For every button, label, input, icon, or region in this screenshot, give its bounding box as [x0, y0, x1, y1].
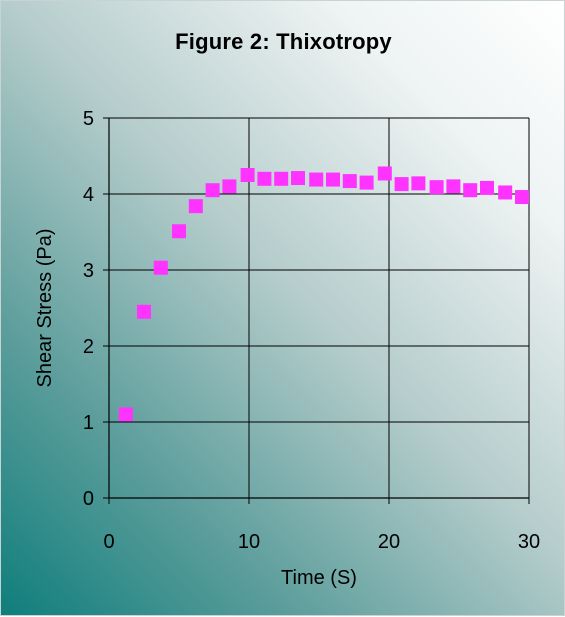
y-tick-label: 2 — [83, 336, 94, 358]
x-axis-label: Time (S) — [281, 567, 357, 589]
x-tick-label: 10 — [238, 531, 260, 553]
data-point — [240, 168, 255, 182]
data-point — [153, 260, 168, 275]
y-tick-label: 3 — [83, 260, 94, 282]
y-axis-label: Shear Stress (Pa) — [34, 229, 56, 388]
data-point — [498, 185, 513, 200]
data-point — [118, 407, 133, 422]
x-tick-label: 20 — [378, 531, 400, 553]
data-point — [222, 179, 237, 194]
data-point — [274, 171, 289, 186]
data-point — [205, 183, 220, 198]
data-point — [359, 175, 374, 190]
data-point — [411, 176, 426, 191]
data-point — [172, 224, 186, 239]
x-tick-label: 0 — [103, 531, 114, 553]
data-point — [137, 304, 151, 319]
y-tick-label: 5 — [83, 108, 94, 130]
data-point — [480, 180, 494, 195]
data-point — [309, 172, 324, 187]
data-point — [342, 174, 357, 189]
y-tick-label: 4 — [83, 184, 94, 206]
y-tick-label: 1 — [83, 412, 94, 434]
data-point — [429, 180, 444, 195]
chart-title: Figure 2: Thixotropy — [175, 29, 392, 54]
data-point — [446, 179, 461, 194]
data-point — [394, 177, 409, 192]
data-point — [326, 172, 340, 187]
data-point — [257, 171, 272, 186]
y-tick-label: 0 — [83, 488, 94, 510]
data-point — [291, 171, 305, 186]
x-tick-label: 30 — [518, 531, 540, 553]
data-point — [463, 183, 478, 198]
data-point — [515, 190, 529, 205]
data-point — [188, 199, 203, 214]
data-point — [377, 166, 392, 181]
